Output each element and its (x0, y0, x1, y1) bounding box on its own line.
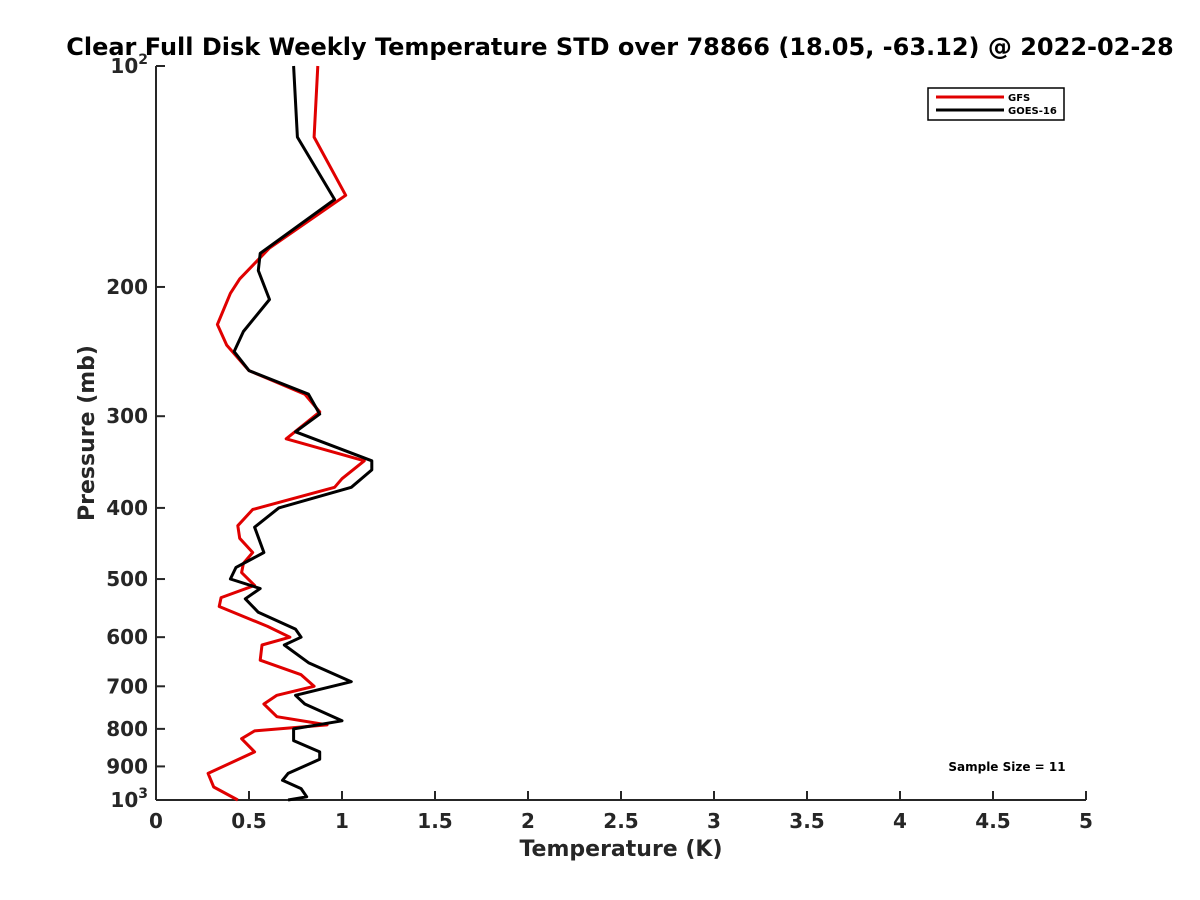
y-tick-label: 500 (106, 567, 148, 591)
legend: GFS GOES-16 (927, 87, 1065, 121)
x-tick-label: 4.5 (975, 809, 1010, 833)
y-tick-label: 400 (106, 496, 148, 520)
y-ticks: 102 200 300 400 500 600 700 800 900 103 (106, 52, 165, 812)
x-axis-label: Temperature (K) (519, 837, 722, 862)
y-axis-label: Pressure (mb) (75, 345, 100, 521)
series-line-goes-16 (228, 65, 374, 802)
y-tick-label: 900 (106, 754, 148, 778)
y-tick-label: 200 (106, 275, 148, 299)
y-tick-label: 600 (106, 625, 148, 649)
y-tick-label: 800 (106, 717, 148, 741)
x-tick-label: 0 (149, 809, 163, 833)
chart-title: Clear Full Disk Weekly Temperature STD o… (66, 33, 1174, 61)
y-tick-label: 300 (106, 404, 148, 428)
x-tick-label: 4 (893, 809, 907, 833)
legend-label-goes-16: GOES-16 (1008, 106, 1057, 117)
y-tick-label: 102 (110, 52, 148, 78)
legend-label-gfs: GFS (1008, 93, 1030, 104)
x-tick-label: 5 (1079, 809, 1093, 833)
sample-size-annotation: Sample Size = 11 (948, 760, 1065, 774)
x-tick-label: 2.5 (603, 809, 638, 833)
legend-box (927, 87, 1065, 121)
x-tick-label: 0.5 (231, 809, 266, 833)
x-tick-label: 1 (335, 809, 349, 833)
x-tick-label: 2 (521, 809, 535, 833)
y-tick-label: 700 (106, 674, 148, 698)
series-line-gfs (206, 65, 366, 802)
y-tick-label: 103 (110, 786, 148, 812)
x-tick-label: 3 (707, 809, 721, 833)
x-tick-label: 1.5 (417, 809, 452, 833)
x-tick-label: 3.5 (789, 809, 824, 833)
series-lines (206, 65, 374, 802)
x-ticks: 0 0.5 1 1.5 2 2.5 3 3.5 4 4.5 5 (149, 791, 1093, 833)
